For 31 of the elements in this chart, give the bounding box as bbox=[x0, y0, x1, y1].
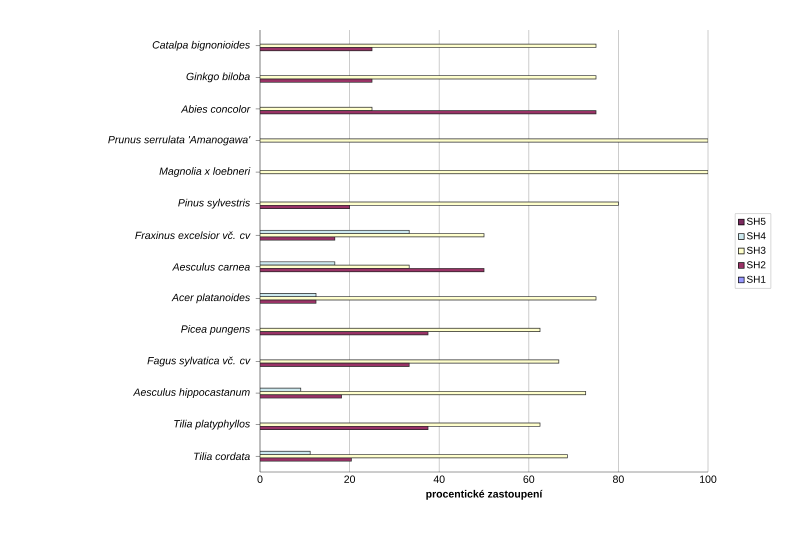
y-tick-label: Catalpa bignonioides bbox=[152, 40, 250, 51]
x-tick-label: 80 bbox=[613, 476, 624, 483]
bar bbox=[260, 138, 708, 143]
x-tick-label: 100 bbox=[700, 476, 716, 483]
y-tick-label: Aesculus carnea bbox=[172, 262, 250, 271]
y-tick-label: Aesculus hippocastanum bbox=[132, 388, 250, 398]
y-tick-label: Fagus sylvatica vč. cv bbox=[147, 356, 251, 366]
y-tick-label: Magnolia x loebneri bbox=[159, 167, 250, 177]
y-tick-label: Acer platanoides bbox=[171, 293, 250, 304]
bar bbox=[260, 170, 708, 174]
x-axis-title: procentické zastoupení bbox=[426, 490, 543, 500]
y-tick-label: Tilia platyphyllos bbox=[174, 420, 250, 430]
y-tick-label: Fraxinus excelsior vč. cv bbox=[135, 231, 251, 240]
y-tick-label: Pinus sylvestris bbox=[178, 198, 250, 209]
legend-label: SH4 bbox=[746, 232, 766, 240]
x-tick-label: 40 bbox=[434, 476, 445, 483]
y-tick-label: Picea pungens bbox=[181, 325, 250, 335]
bar bbox=[260, 204, 350, 209]
y-tick-label: Prunus serrulata 'Amanogawa' bbox=[108, 136, 250, 146]
x-tick-label: 20 bbox=[344, 476, 356, 483]
legend-label: SH5 bbox=[746, 218, 766, 225]
x-tick-label: 60 bbox=[524, 476, 534, 483]
legend-label: SH3 bbox=[746, 246, 766, 254]
legend-label: SH1 bbox=[746, 276, 766, 283]
x-tick-label: 0 bbox=[257, 476, 263, 483]
bar bbox=[260, 426, 428, 430]
y-tick-label: Tilia cordata bbox=[194, 452, 250, 460]
y-tick-label: Ginkgo biloba bbox=[186, 72, 250, 82]
y-tick-label: Abies concolor bbox=[180, 105, 251, 113]
legend-label: SH2 bbox=[746, 261, 766, 268]
bar bbox=[260, 458, 352, 462]
